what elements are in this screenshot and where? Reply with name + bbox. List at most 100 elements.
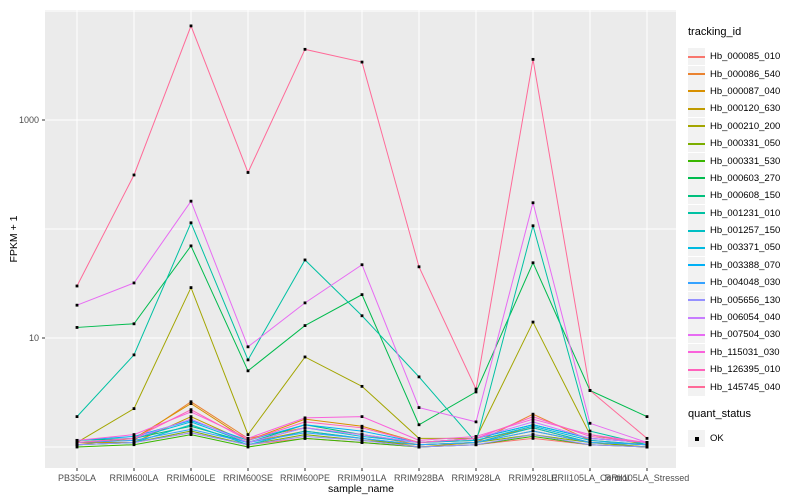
data-point: [531, 201, 535, 205]
data-point: [132, 407, 136, 411]
data-point: [132, 443, 136, 447]
legend-key-point-swatch: [688, 430, 705, 447]
data-point: [189, 415, 193, 419]
data-point: [132, 435, 136, 438]
data-point: [588, 441, 592, 444]
data-point: [417, 443, 421, 447]
data-point: [303, 431, 307, 435]
legend-item-label: Hb_003371_050: [710, 242, 781, 254]
data-point: [246, 171, 250, 174]
legend-key-line-swatch: [688, 152, 705, 170]
legend-line-sample: [688, 229, 705, 232]
legend-line-sample: [688, 55, 705, 58]
data-point: [132, 433, 136, 436]
data-point: [588, 443, 592, 447]
legend-item-label: Hb_001257_150: [710, 225, 781, 237]
legend-line-sample: [688, 299, 705, 302]
legend-line-sample: [688, 73, 705, 76]
x-tick-label: RRIM928LA: [451, 473, 500, 483]
x-tick-label: RRIM928LE: [508, 473, 557, 483]
legend-item: Hb_001231_010: [688, 204, 798, 222]
legend-item-label: Hb_145745_040: [710, 381, 781, 393]
legend-line-sample: [688, 386, 705, 389]
data-point: [246, 433, 250, 436]
legend-item-label: Hb_000085_010: [710, 51, 781, 63]
data-point: [531, 415, 535, 419]
legend-line-sample: [688, 333, 705, 336]
data-point: [474, 438, 478, 442]
data-point: [360, 435, 364, 438]
legend-key-line-swatch: [688, 169, 705, 187]
data-point: [75, 326, 79, 329]
data-point: [531, 435, 535, 438]
data-point: [360, 293, 364, 297]
legend-item: Hb_000086_540: [688, 65, 798, 83]
data-point: [189, 423, 193, 427]
legend-item-label: Hb_126395_010: [710, 364, 781, 376]
legend-key-line-swatch: [688, 378, 705, 396]
legend-key-line-swatch: [688, 204, 705, 222]
data-point: [531, 261, 535, 265]
data-point: [474, 387, 478, 391]
data-point: [417, 406, 421, 409]
legend-key-line-swatch: [688, 222, 705, 240]
data-point: [645, 445, 649, 449]
legend-key-line-swatch: [688, 326, 705, 344]
legend-key-line-swatch: [688, 239, 705, 257]
data-point: [531, 436, 535, 440]
data-point: [588, 433, 592, 436]
legend-item-label: Hb_000086_540: [710, 68, 781, 80]
legend-line-sample: [688, 160, 705, 163]
legend-item: Hb_006054_040: [688, 309, 798, 327]
data-point: [303, 420, 307, 424]
data-point: [189, 417, 193, 421]
data-point: [417, 438, 421, 442]
data-point: [588, 438, 592, 442]
legend-item: Hb_000085_010: [688, 48, 798, 66]
legend-item: Hb_000603_270: [688, 169, 798, 187]
legend-key-line-swatch: [688, 48, 705, 66]
legend-item: Hb_003388_070: [688, 256, 798, 274]
legend-key-line-swatch: [688, 274, 705, 292]
data-point: [75, 415, 79, 419]
legend: tracking_id Hb_000085_010 Hb_000086_540 Hb…: [688, 24, 798, 447]
legend-key-line-swatch: [688, 343, 705, 361]
data-point: [189, 244, 193, 248]
data-point: [246, 345, 250, 349]
data-point: [75, 445, 79, 449]
data-point: [360, 384, 364, 388]
data-point: [474, 390, 478, 394]
legend-item-label: Hb_003388_070: [710, 259, 781, 271]
legend-key-line-swatch: [688, 187, 705, 205]
data-point: [189, 408, 193, 412]
data-point: [75, 284, 79, 288]
legend-key-line-swatch: [688, 256, 705, 274]
data-point: [132, 436, 136, 440]
legend-key-line-swatch: [688, 135, 705, 153]
legend-key-line-swatch: [688, 361, 705, 379]
data-point: [474, 436, 478, 440]
data-point: [531, 57, 535, 61]
legend-shape-items: OK: [688, 430, 798, 447]
data-point: [303, 355, 307, 359]
data-point: [189, 199, 193, 203]
data-point: [360, 314, 364, 318]
data-point: [531, 417, 535, 421]
legend-item: Hb_005656_130: [688, 291, 798, 309]
legend-item: Hb_000331_530: [688, 152, 798, 170]
data-point: [474, 420, 478, 424]
data-point: [303, 324, 307, 327]
data-point: [303, 435, 307, 438]
x-tick-label: RRIM600SE: [223, 473, 273, 483]
legend-line-sample: [688, 194, 705, 197]
data-point: [588, 436, 592, 440]
plot-panel: [45, 10, 676, 468]
data-point: [246, 438, 250, 442]
legend-line-sample: [688, 90, 705, 93]
x-tick-label: RRIM600PE: [280, 473, 330, 483]
data-point: [246, 445, 250, 449]
data-point: [360, 263, 364, 267]
data-point: [189, 433, 193, 436]
data-point: [132, 438, 136, 442]
